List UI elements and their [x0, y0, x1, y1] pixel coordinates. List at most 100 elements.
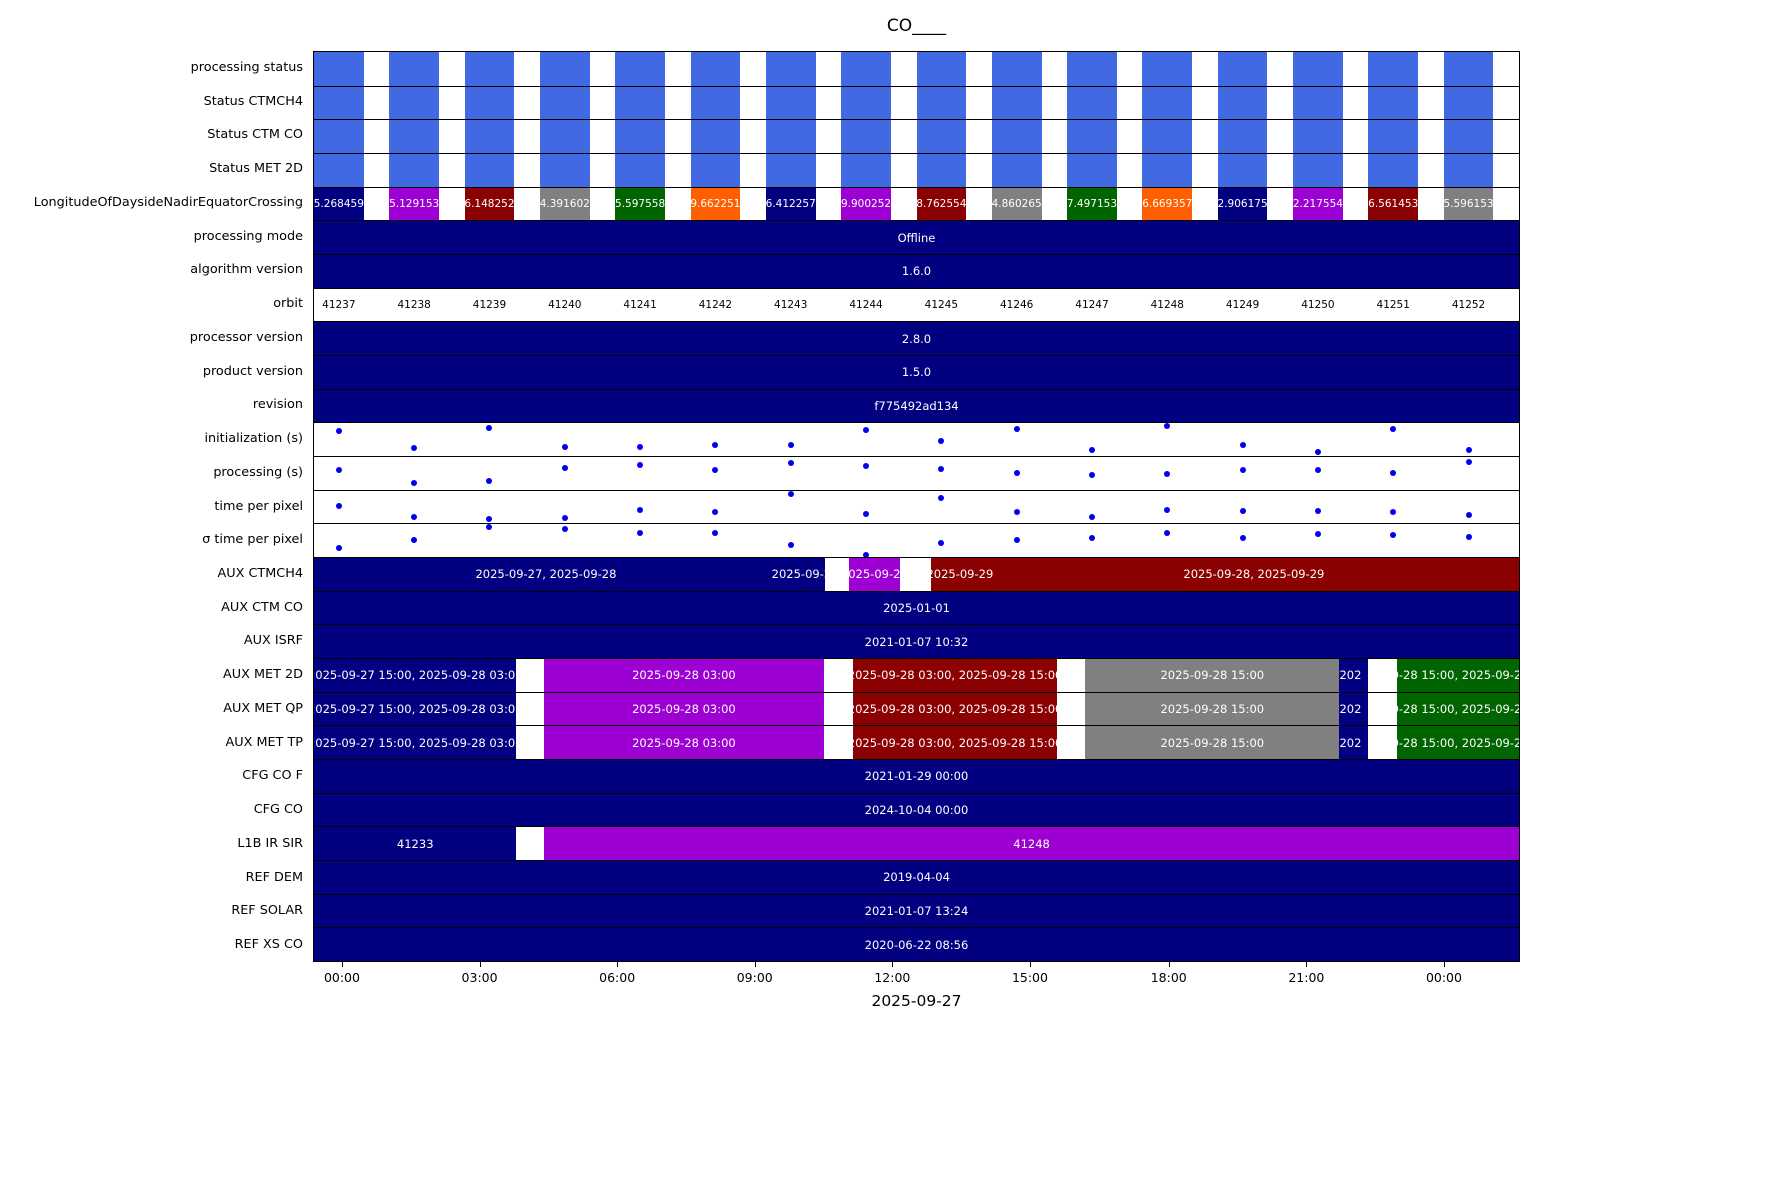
- row-label-algorithm-version: algorithm version: [190, 262, 303, 278]
- scatter-dot: [335, 428, 342, 435]
- row-label-initialization-s: initialization (s): [204, 431, 303, 447]
- scatter-dot: [411, 479, 418, 486]
- x-axis-date-label: 2025-09-27: [871, 992, 962, 1010]
- timeline-row-status-ctm-co: [314, 119, 1519, 153]
- x-tick-label: 15:00: [1011, 970, 1048, 985]
- x-tick-label: 09:00: [736, 970, 773, 985]
- scatter-dot: [787, 441, 794, 448]
- longitude-value: 75.2684597: [313, 197, 371, 210]
- status-block: [314, 52, 364, 86]
- scatter-dot: [486, 516, 493, 523]
- row-label-aux-ctmch4: AUX CTMCH4: [217, 565, 303, 581]
- row-label-status-ctmch4: Status CTMCH4: [203, 93, 303, 109]
- bar-segment: 2025-09-28 15:00: [1085, 658, 1340, 692]
- scatter-dot: [411, 445, 418, 452]
- scatter-dot: [1390, 426, 1397, 433]
- x-tick-mark: [1029, 962, 1031, 967]
- status-block: [765, 86, 816, 120]
- status-block: [841, 154, 891, 187]
- bar-segment: Offline: [314, 221, 1519, 254]
- longitude-value: 79.6622512: [683, 197, 748, 210]
- timeline-row-status-ctmch4: [314, 85, 1519, 120]
- chart-title: CO____: [886, 16, 947, 36]
- longitude-block: [1067, 187, 1117, 221]
- longitude-value: 66.1482521: [457, 197, 522, 210]
- orbit-number: 41237: [322, 298, 356, 311]
- timeline-row-product-version: 1.5.0: [314, 354, 1519, 389]
- status-block: [615, 154, 665, 187]
- orbit-number: 41249: [1225, 298, 1260, 311]
- scatter-dot: [1314, 507, 1321, 514]
- row-label-revision: revision: [252, 397, 303, 413]
- scatter-dot: [712, 529, 719, 536]
- row-label-time-per-pixel: time per pixel: [214, 498, 303, 514]
- bar-segment: 2025-09-27 15:00, 2025-09-28 03:00: [314, 726, 517, 759]
- row-label-aux-ctm-co: AUX CTM CO: [221, 599, 303, 615]
- bar-segment: 41233: [314, 827, 517, 860]
- longitude-value: 94.3916028: [533, 197, 597, 210]
- scatter-dot: [561, 526, 568, 533]
- status-block: [690, 154, 741, 187]
- status-block: [916, 120, 967, 153]
- bar-segment: 2025-09-27 15:00, 2025-09-28 03:00: [314, 692, 517, 726]
- timeline-row-aux-met-tp: 2025-09-27 15:00, 2025-09-28 03:00 2025-0…: [314, 725, 1519, 759]
- bar-segment: 41248: [544, 827, 1519, 860]
- timeline-row-processing-s: [314, 456, 1519, 490]
- status-block: [841, 86, 891, 120]
- longitude-block: [841, 187, 891, 221]
- x-tick-label: 18:00: [1150, 970, 1187, 985]
- status-block: [1067, 52, 1117, 86]
- scatter-dot: [335, 503, 342, 509]
- scatter-dot: [1013, 470, 1020, 477]
- timeline-row-time-per-pixel: [314, 489, 1519, 524]
- timeline-row-time-per-pixel: [314, 523, 1519, 559]
- status-block: [539, 120, 590, 153]
- orbit-number: 41247: [1075, 298, 1109, 311]
- scatter-dot: [787, 459, 794, 466]
- orbit-number: 41242: [698, 298, 733, 311]
- bar-segment: 2019-04-04: [314, 861, 1519, 894]
- timeline-row-initialization-s: [314, 422, 1519, 456]
- status-block: [991, 86, 1042, 120]
- scatter-dot: [1239, 441, 1246, 448]
- scatter-dot: [486, 425, 493, 432]
- timeline-row-aux-ctmch4: 2025-09-27, 2025-09-28 2025-09-2 025-09-2 2…: [314, 557, 1519, 591]
- bar-segment: 2025-09-28 15:00, 2025-09-29 03:00: [1397, 726, 1519, 759]
- status-block: [1067, 120, 1117, 153]
- status-block: [690, 52, 741, 86]
- scatter-dot: [1314, 530, 1321, 537]
- scatter-dot: [787, 490, 794, 497]
- orbit-number: 41238: [397, 298, 431, 311]
- bar-segment: 202: [1339, 692, 1369, 726]
- scatter-dot: [1390, 508, 1397, 515]
- status-block: [1142, 154, 1193, 187]
- scatter-dot: [863, 552, 870, 559]
- scatter-dot: [1088, 534, 1095, 541]
- scatter-dot: [1239, 507, 1246, 514]
- status-block: [464, 154, 515, 187]
- scatter-dot: [712, 441, 719, 448]
- bar-segment: 2021-01-29 00:00: [314, 760, 1519, 793]
- scatter-dot: [712, 467, 719, 474]
- scatter-dot: [561, 443, 568, 450]
- scatter-dot: [1164, 506, 1171, 513]
- status-block: [1142, 86, 1193, 120]
- longitude-value: 72.9061756: [1210, 197, 1275, 210]
- scatter-dot: [1239, 467, 1246, 474]
- status-block: [1443, 52, 1494, 86]
- scatter-dot: [486, 524, 493, 531]
- timeline-row-ref-dem: 2019-04-04: [314, 860, 1519, 894]
- bar-segment: 202: [1339, 726, 1369, 759]
- bar-segment: 1.6.0: [314, 255, 1519, 288]
- timeline-row-cfg-co: 2024-10-04 00:00: [314, 792, 1519, 827]
- bar-segment: f775492ad134: [314, 389, 1519, 423]
- scatter-dot: [1314, 449, 1321, 456]
- status-block: [991, 52, 1042, 86]
- longitude-block: [1368, 187, 1419, 221]
- status-block: [1293, 154, 1343, 187]
- bar-segment: 2025-09-28, 2025-09-29: [988, 558, 1519, 591]
- longitude-value: 66.6693572: [1135, 197, 1200, 210]
- bar-segment: 2025-09-28 03:00, 2025-09-28 15:00: [852, 658, 1058, 692]
- longitude-block: [916, 187, 967, 221]
- row-labels-column: processing status Status CTMCH4 Status CTM…: [0, 51, 308, 962]
